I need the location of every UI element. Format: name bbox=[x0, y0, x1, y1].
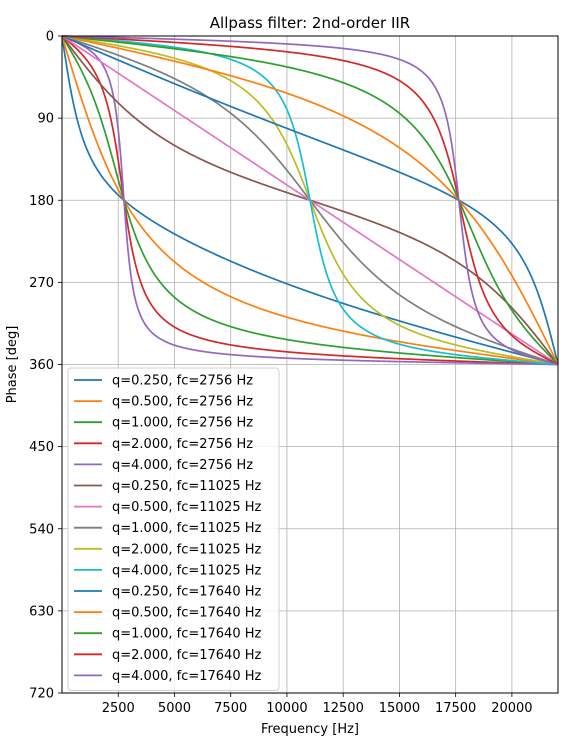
legend-entry-label: q=2.000, fc=11025 Hz bbox=[112, 542, 262, 557]
y-axis-label: Phase [deg] bbox=[5, 326, 20, 404]
y-tick-label: 0 bbox=[46, 30, 54, 45]
y-tick-label: 630 bbox=[29, 604, 54, 619]
y-tick-label: 180 bbox=[29, 194, 54, 209]
x-tick-label: 5000 bbox=[158, 701, 191, 716]
series-line bbox=[61, 35, 559, 366]
legend: q=0.250, fc=2756 Hz q=0.500, fc=2756 Hz q=… bbox=[67, 367, 280, 691]
series-line bbox=[61, 35, 559, 366]
series-line bbox=[61, 35, 559, 366]
legend-entry-label: q=0.250, fc=17640 Hz bbox=[112, 585, 262, 600]
legend-entry-label: q=2.000, fc=17640 Hz bbox=[112, 648, 262, 663]
x-tick-label: 12500 bbox=[322, 701, 363, 716]
legend-entry-label: q=0.250, fc=11025 Hz bbox=[112, 479, 262, 494]
series-line bbox=[61, 35, 559, 365]
y-tick-label: 270 bbox=[29, 276, 54, 291]
series-line bbox=[61, 35, 559, 365]
series-line bbox=[61, 35, 559, 366]
x-tick-label: 15000 bbox=[379, 701, 420, 716]
legend-entry-label: q=4.000, fc=11025 Hz bbox=[112, 563, 262, 578]
legend-entry-label: q=4.000, fc=17640 Hz bbox=[112, 669, 262, 684]
y-tick-label: 540 bbox=[29, 522, 54, 537]
legend-entry-label: q=0.500, fc=11025 Hz bbox=[112, 500, 262, 515]
legend-entry-label: q=4.000, fc=2756 Hz bbox=[112, 458, 253, 473]
legend-entry-label: q=1.000, fc=17640 Hz bbox=[112, 627, 262, 642]
legend-entry-label: q=1.000, fc=2756 Hz bbox=[112, 416, 253, 431]
legend-entry-label: q=2.000, fc=2756 Hz bbox=[112, 437, 253, 452]
series-line bbox=[61, 35, 559, 366]
y-tick-label: 360 bbox=[29, 358, 54, 373]
series-line bbox=[61, 35, 559, 366]
x-tick-label: 7500 bbox=[214, 701, 247, 716]
x-tick-label: 17500 bbox=[435, 701, 476, 716]
legend-entry-label: q=0.500, fc=17640 Hz bbox=[112, 606, 262, 621]
series-line bbox=[61, 35, 559, 366]
x-tick-label: 2500 bbox=[102, 701, 135, 716]
legend-box bbox=[67, 367, 280, 691]
series-line bbox=[61, 35, 559, 366]
x-tick-label: 20000 bbox=[491, 701, 532, 716]
legend-entry-label: q=0.250, fc=2756 Hz bbox=[112, 374, 253, 389]
y-tick-label: 720 bbox=[29, 687, 54, 702]
y-tick-label: 450 bbox=[29, 440, 54, 455]
x-tick-label: 10000 bbox=[266, 701, 307, 716]
series-line bbox=[61, 35, 559, 366]
legend-entry-label: q=0.500, fc=2756 Hz bbox=[112, 395, 253, 410]
series-lines bbox=[61, 35, 559, 366]
axis-ticks: 2500 5000 7500 10000 12500 15000 17500 20000 0 90… bbox=[29, 30, 532, 717]
chart-title: Allpass filter: 2nd-order IIR bbox=[210, 14, 410, 32]
x-axis-label: Frequency [Hz] bbox=[261, 722, 359, 737]
y-tick-label: 90 bbox=[37, 112, 54, 127]
legend-entry-label: q=1.000, fc=11025 Hz bbox=[112, 521, 262, 536]
